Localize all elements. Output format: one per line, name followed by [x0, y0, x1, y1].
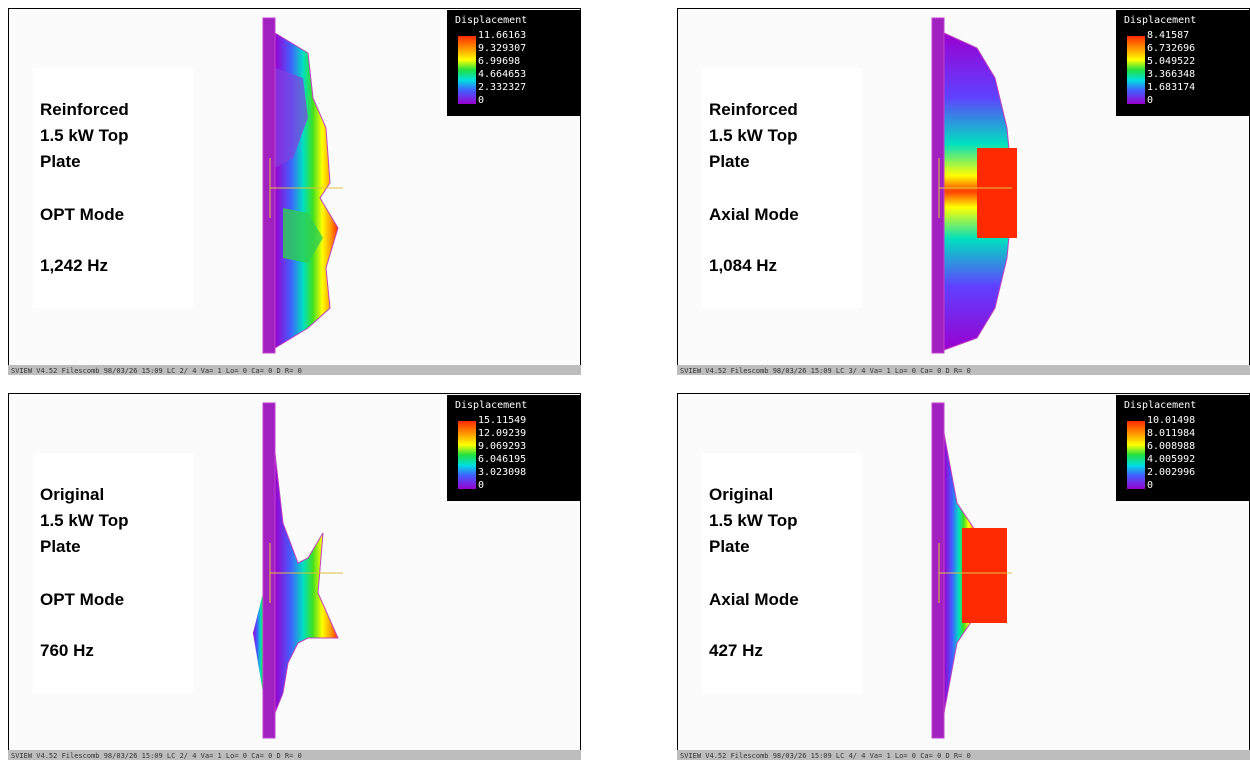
plate: [932, 18, 944, 353]
legend-value: 0: [1147, 480, 1153, 491]
mode-label: Axial Mode: [709, 205, 799, 224]
legend-value: 11.66163: [478, 30, 526, 41]
legend-value: 6.008988: [1147, 441, 1195, 452]
legend-value: 9.069293: [478, 441, 526, 452]
legend-value: 6.732696: [1147, 43, 1195, 54]
status-text: SVIEW V4.52 Filescomb 98/03/26 15:09 LC …: [11, 752, 302, 760]
plate: [263, 403, 275, 738]
fea-view: Original 1.5 kW Top Plate OPT Mode 760 Hz Dis…: [8, 393, 581, 760]
legend-value: 6.99698: [478, 56, 520, 67]
label-line: 1.5 kW Top: [40, 511, 128, 530]
label-line: Plate: [40, 152, 81, 171]
legend-value: 4.005992: [1147, 454, 1195, 465]
label-line: Reinforced: [40, 100, 129, 119]
legend-value: 0: [478, 95, 484, 106]
legend-value: 8.011984: [1147, 428, 1195, 439]
legend: Displacement 15.11549 12.09239 9.069293 6.04…: [447, 395, 580, 501]
legend-value: 5.049522: [1147, 56, 1195, 67]
frequency-label: 1,084 Hz: [709, 256, 777, 275]
fea-view: Reinforced 1.5 kW Top Plate Axial Mode 1,084…: [677, 8, 1250, 375]
label-line: Plate: [709, 537, 750, 556]
label-line: 1.5 kW Top: [40, 126, 128, 145]
legend-value: 0: [478, 480, 484, 491]
label-line: Plate: [709, 152, 750, 171]
mode-label: OPT Mode: [40, 205, 124, 224]
status-text: SVIEW V4.52 Filescomb 98/03/26 15:09 LC …: [680, 752, 971, 760]
label-line: 1.5 kW Top: [709, 126, 797, 145]
legend-value: 10.01498: [1147, 415, 1195, 426]
legend-title: Displacement: [455, 400, 527, 411]
label-line: Plate: [40, 537, 81, 556]
plate: [263, 18, 275, 353]
legend-value: 3.366348: [1147, 69, 1195, 80]
legend-value: 0: [1147, 95, 1153, 106]
legend-value: 9.329307: [478, 43, 526, 54]
legend-value: 2.332327: [478, 82, 526, 93]
label-line: Reinforced: [709, 100, 798, 119]
mode-label: Axial Mode: [709, 590, 799, 609]
status-text: SVIEW V4.52 Filescomb 98/03/26 15:09 LC …: [680, 367, 971, 375]
legend: Displacement 11.66163 9.329307 6.99698 4.664…: [447, 10, 580, 116]
legend-value: 8.41587: [1147, 30, 1189, 41]
frequency-label: 1,242 Hz: [40, 256, 108, 275]
legend-value: 2.002996: [1147, 467, 1195, 478]
mode-label: OPT Mode: [40, 590, 124, 609]
legend: Displacement 8.41587 6.732696 5.049522 3.366…: [1116, 10, 1249, 116]
legend-title: Displacement: [1124, 15, 1196, 26]
figure: Reinforced 1.5 kW Top Plate OPT Mode 1,242 H…: [0, 0, 1250, 763]
legend-value: 15.11549: [478, 415, 526, 426]
label-line: 1.5 kW Top: [709, 511, 797, 530]
color-bar: [458, 421, 476, 489]
legend-value: 4.664653: [478, 69, 526, 80]
legend-value: 6.046195: [478, 454, 526, 465]
mode-shape: [962, 528, 1007, 623]
legend-value: 1.683174: [1147, 82, 1195, 93]
legend-value: 12.09239: [478, 428, 526, 439]
legend-value: 3.023098: [478, 467, 526, 478]
fea-view: Original 1.5 kW Top Plate Axial Mode 427 Hz D…: [677, 393, 1250, 760]
label-line: Original: [40, 485, 104, 504]
fea-view: Reinforced 1.5 kW Top Plate OPT Mode 1,242 H…: [8, 8, 581, 375]
legend-title: Displacement: [455, 15, 527, 26]
frequency-label: 427 Hz: [709, 641, 763, 660]
mode-shape: [977, 148, 1017, 238]
legend-title: Displacement: [1124, 400, 1196, 411]
label-line: Original: [709, 485, 773, 504]
color-bar: [1127, 36, 1145, 104]
color-bar: [458, 36, 476, 104]
color-bar: [1127, 421, 1145, 489]
status-text: SVIEW V4.52 Filescomb 98/03/26 15:09 LC …: [11, 367, 302, 375]
frequency-label: 760 Hz: [40, 641, 94, 660]
plate: [932, 403, 944, 738]
legend: Displacement 10.01498 8.011984 6.008988 4.00…: [1116, 395, 1249, 501]
